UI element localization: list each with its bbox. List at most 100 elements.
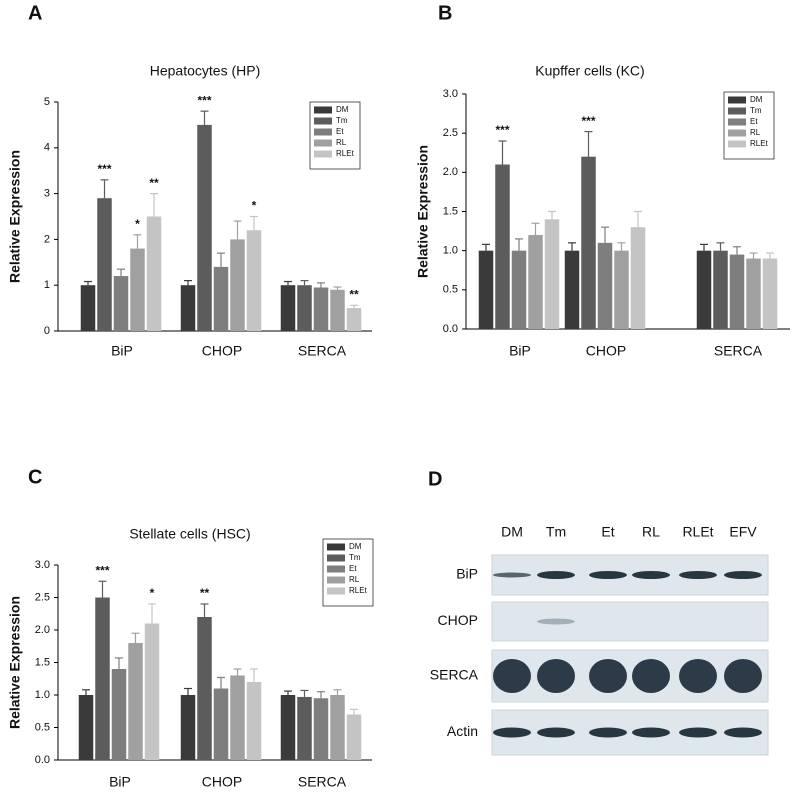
row-label: BiP (456, 566, 478, 582)
blot-band (493, 659, 531, 693)
legend-label: Tm (349, 553, 361, 562)
bar (313, 287, 329, 331)
blot-band (679, 571, 717, 579)
bar (713, 250, 728, 329)
legend-label: DM (336, 105, 349, 114)
bar (330, 289, 345, 331)
x-tick-label: CHOP (586, 343, 626, 359)
x-tick-label: SERCA (714, 343, 763, 359)
bar (111, 669, 127, 760)
legend-label: DM (750, 95, 763, 104)
panel-letter: D (428, 468, 442, 490)
bar (581, 156, 596, 329)
panel-letter: A (28, 2, 42, 24)
significance: *** (95, 563, 109, 577)
significance: * (150, 586, 155, 600)
legend-swatch (327, 565, 345, 573)
blot-band (724, 571, 762, 579)
legend-label: DM (349, 542, 362, 551)
y-tick-label: 0.0 (35, 754, 50, 766)
bar (729, 254, 745, 329)
blot-band (724, 659, 762, 693)
bar (128, 643, 143, 760)
blot-strip (491, 709, 769, 756)
significance: ** (149, 176, 159, 190)
bar (511, 250, 527, 329)
y-tick-label: 2.5 (35, 591, 50, 603)
bar (180, 285, 196, 331)
y-tick-label: 1.5 (35, 656, 50, 668)
bar (696, 250, 712, 329)
blot-band (589, 727, 627, 738)
bar (197, 124, 212, 332)
bar (330, 695, 345, 760)
y-tick-label: 3.0 (35, 559, 50, 571)
significance: ** (200, 586, 210, 600)
lane-label: EFV (729, 524, 757, 540)
y-tick-label: 1.0 (443, 245, 458, 257)
legend-label: RL (750, 128, 761, 137)
legend-swatch (314, 106, 332, 114)
panel-letter: C (28, 466, 42, 488)
y-tick-label: 2.5 (443, 127, 458, 139)
y-tick-label: 1 (44, 279, 50, 291)
significance: * (252, 199, 257, 213)
bar (230, 675, 245, 760)
legend-label: RLEt (750, 139, 769, 148)
legend-swatch (728, 107, 746, 115)
y-tick-label: 2.0 (443, 166, 458, 178)
legend-swatch (314, 139, 332, 147)
bar (180, 695, 196, 760)
legend-swatch (314, 117, 332, 125)
row-label: CHOP (438, 612, 478, 628)
legend-swatch (327, 576, 345, 584)
bar (246, 682, 262, 760)
lane-label: Et (601, 524, 614, 540)
legend-label: Et (349, 564, 357, 573)
x-tick-label: BiP (509, 343, 531, 359)
legend-label: RL (336, 138, 347, 147)
chart-title: Kupffer cells (KC) (535, 63, 644, 79)
bar (113, 276, 129, 331)
bar (495, 164, 510, 329)
bar (313, 698, 329, 760)
legend-swatch (314, 150, 332, 158)
x-tick-label: SERCA (298, 343, 347, 359)
lane-label: DM (501, 524, 523, 540)
bar (478, 250, 494, 329)
blot-strip (491, 601, 769, 642)
bar (544, 219, 560, 329)
bar (614, 250, 629, 329)
bar (280, 695, 296, 760)
blot-band (632, 571, 670, 579)
y-tick-label: 0 (44, 325, 50, 337)
lane-label: RL (642, 524, 660, 540)
legend-swatch (728, 129, 746, 137)
significance: *** (581, 114, 595, 128)
blot-band (632, 659, 670, 693)
legend-label: RL (349, 575, 360, 584)
blot-band (537, 659, 575, 693)
legend-swatch (728, 96, 746, 104)
y-tick-label: 1.0 (35, 689, 50, 701)
legend-label: RLEt (349, 586, 368, 595)
legend-label: Et (750, 117, 758, 126)
blot-band (493, 727, 531, 738)
bar (144, 623, 160, 760)
panel-letter: B (438, 2, 452, 24)
x-tick-label: BiP (109, 774, 131, 790)
y-tick-label: 0.0 (443, 323, 458, 335)
y-tick-label: 2.0 (35, 624, 50, 636)
legend-swatch (728, 140, 746, 148)
bar (297, 285, 312, 331)
bar (762, 258, 778, 329)
legend-swatch (327, 587, 345, 595)
bar (630, 227, 646, 329)
y-tick-label: 3 (44, 188, 50, 200)
significance: * (135, 217, 140, 231)
legend-swatch (327, 543, 345, 551)
x-tick-label: CHOP (202, 774, 242, 790)
blot-band (632, 727, 670, 738)
bar (346, 714, 362, 760)
